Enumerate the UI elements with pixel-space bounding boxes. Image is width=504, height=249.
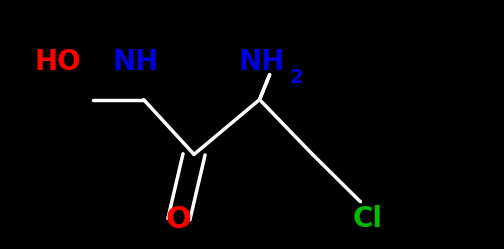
Text: Cl: Cl — [353, 205, 383, 233]
Text: 2: 2 — [289, 68, 303, 87]
Text: HO: HO — [35, 48, 81, 76]
Text: NH: NH — [113, 48, 159, 76]
Text: O: O — [166, 205, 192, 234]
Text: NH: NH — [239, 48, 285, 76]
